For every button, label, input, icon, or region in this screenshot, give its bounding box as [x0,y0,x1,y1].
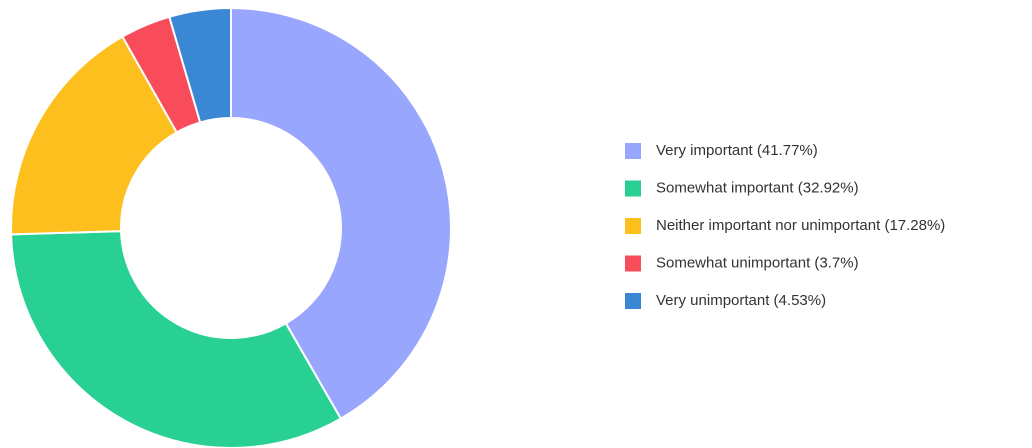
donut-slice [10,230,343,448]
donut-slice [168,6,232,124]
legend-label: Neither important nor unimportant (17.28… [656,217,945,234]
legend-label: Somewhat unimportant (3.7%) [656,254,859,271]
donut-slice [10,35,179,236]
legend-swatch [625,218,641,234]
legend-swatch [625,293,641,309]
legend-label: Somewhat important (32.92%) [656,179,859,196]
legend-label: Very unimportant (4.53%) [656,292,826,309]
donut-slice [230,6,452,421]
legend-label: Very important (41.77%) [656,142,818,159]
legend-swatch [625,180,641,197]
legend-swatch [625,143,641,159]
legend-swatch [625,255,641,272]
